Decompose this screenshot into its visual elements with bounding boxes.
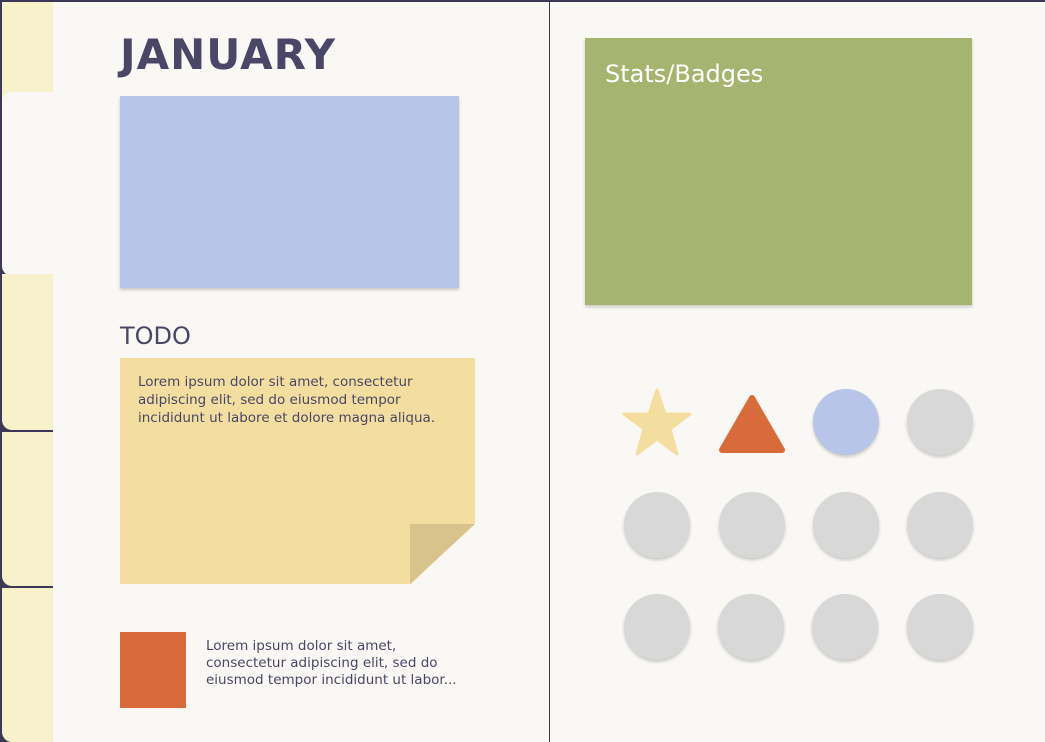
locked-badge[interactable] (907, 389, 973, 455)
locked-badge[interactable] (624, 492, 690, 558)
locked-badge[interactable] (718, 594, 784, 660)
stats-badges-panel: Stats/Badges (585, 38, 972, 305)
locked-badge[interactable] (624, 594, 690, 660)
star-badge-icon[interactable] (622, 388, 692, 458)
tab-5[interactable] (2, 588, 53, 742)
tab-4[interactable] (2, 432, 53, 586)
orange-square (120, 632, 186, 708)
locked-badge[interactable] (812, 594, 878, 660)
page-title: JANUARY (120, 30, 337, 79)
locked-badge[interactable] (907, 492, 973, 558)
todo-text: Lorem ipsum dolor sit amet, consectetur … (138, 374, 436, 426)
tab-january-active[interactable] (2, 92, 62, 276)
image-placeholder (120, 96, 459, 288)
locked-badge[interactable] (719, 492, 785, 558)
locked-badge[interactable] (907, 594, 973, 660)
bottom-text: Lorem ipsum dolor sit amet, consectetur … (206, 638, 457, 688)
triangle-badge-icon[interactable] (718, 394, 786, 454)
locked-badge[interactable] (813, 492, 879, 558)
stats-title: Stats/Badges (605, 60, 764, 88)
todo-heading: TODO (120, 322, 191, 350)
circle-badge[interactable] (813, 389, 879, 455)
tab-3[interactable] (2, 274, 53, 430)
